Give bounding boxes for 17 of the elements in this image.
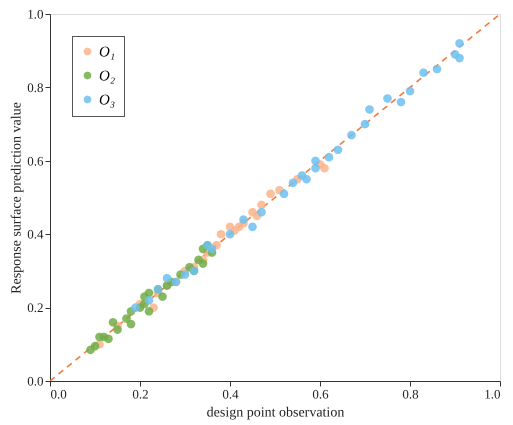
y-axis-title: Response surface prediction value <box>9 102 24 294</box>
x-tick-label: 0.4 <box>222 386 240 402</box>
x-tick-label: 0.2 <box>132 386 149 402</box>
x-axis-title: design point observation <box>206 406 344 420</box>
x-tick-label: 0.6 <box>312 386 330 402</box>
x-tick-label: 1.0 <box>484 386 500 402</box>
legend-label: O₁ <box>99 44 116 60</box>
y-tick-label: 0.6 <box>27 153 44 168</box>
x-tick-label: 0.0 <box>50 386 67 402</box>
y-tick-label: 0.4 <box>27 226 44 242</box>
x-tick-label: 0.8 <box>402 386 419 402</box>
y-tick-label: 0.2 <box>27 300 44 316</box>
y-tick-label: 1.0 <box>27 6 44 22</box>
legend-label: O₃ <box>99 92 116 108</box>
y-tick-label: 0.8 <box>27 80 44 95</box>
y-tick-label: 0.0 <box>27 374 44 388</box>
legend-label: O₂ <box>99 68 116 84</box>
